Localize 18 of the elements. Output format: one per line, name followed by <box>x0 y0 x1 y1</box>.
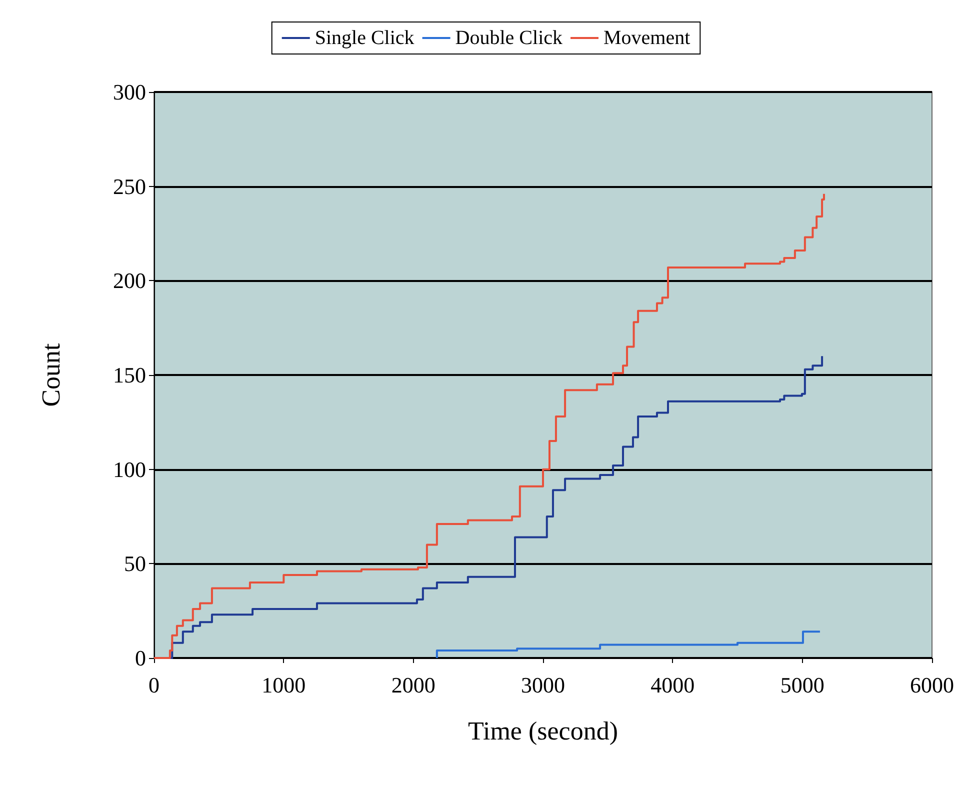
y-tick-label: 0 <box>135 646 146 670</box>
legend-label: Single Click <box>314 27 414 49</box>
x-tick-label: 5000 <box>780 672 824 698</box>
x-tick-label: 2000 <box>391 672 436 698</box>
y-tick-label: 50 <box>124 551 146 576</box>
y-tick-label: 100 <box>113 456 146 482</box>
y-tick-label: 200 <box>113 268 146 294</box>
legend-label: Movement <box>604 27 691 49</box>
x-tick-label: 6000 <box>910 672 954 698</box>
y-tick-label: 250 <box>113 174 146 199</box>
y-axis-title: Count <box>36 342 66 407</box>
x-tick-label: 4000 <box>650 672 695 698</box>
x-axis-title: Time (second) <box>468 716 618 746</box>
x-tick-label: 3000 <box>521 672 565 698</box>
x-tick-label: 1000 <box>262 672 306 698</box>
y-tick-label: 150 <box>113 362 146 388</box>
legend-label: Double Click <box>455 27 563 49</box>
y-tick-label: 300 <box>113 80 146 104</box>
